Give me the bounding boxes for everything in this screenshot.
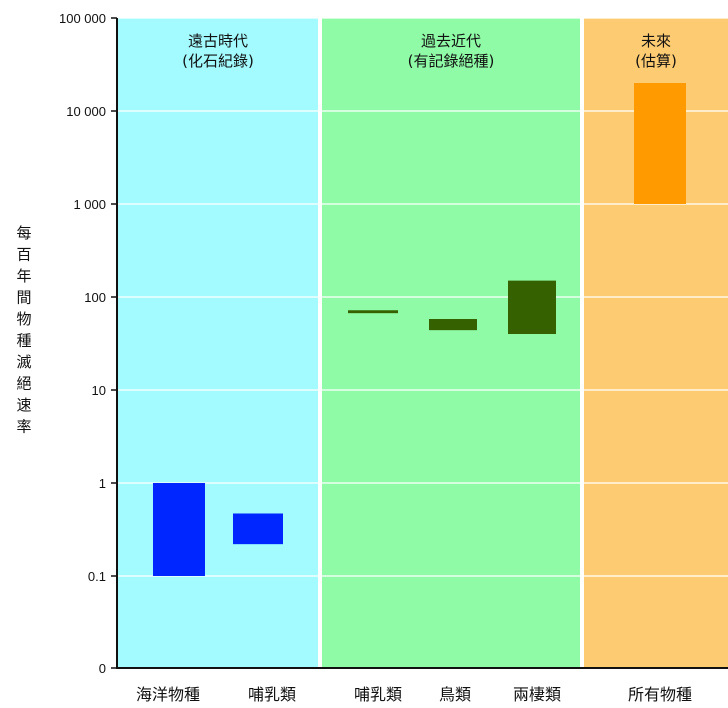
- y-tick-label: 1: [99, 476, 106, 491]
- bar-4: [508, 280, 556, 335]
- era-subtitle: (化石紀錄): [182, 52, 254, 70]
- grid-lines: [117, 17, 728, 577]
- bar-2: [348, 310, 398, 314]
- category-label: 兩棲類: [513, 685, 561, 704]
- labels: 0 0.1 1 10 100 1 000 10 000 100 000 遠古時代 (化石紀錄) 過去…: [16, 11, 692, 704]
- category-label: 哺乳類: [354, 685, 402, 704]
- category-label: 哺乳類: [248, 685, 296, 704]
- category-label: 所有物種: [628, 685, 692, 704]
- era-title: 過去近代: [421, 32, 481, 50]
- bar-0: [153, 483, 205, 576]
- era-subtitle: (估算): [635, 52, 677, 70]
- bar-1: [233, 513, 283, 545]
- y-axis-label: 每百年間物種滅絕速率: [16, 224, 31, 436]
- bar-3: [429, 319, 477, 331]
- y-tick-label: 100: [84, 290, 106, 305]
- y-tick-label: 0: [99, 661, 106, 676]
- y-tick-label: 10 000: [66, 104, 106, 119]
- y-tick-label: 10: [92, 383, 106, 398]
- category-label: 鳥類: [439, 685, 471, 704]
- category-label: 海洋物種: [136, 685, 200, 704]
- era-title: 未來: [641, 32, 671, 50]
- era-subtitle: (有記錄絕種): [408, 52, 495, 70]
- era-background-0: [117, 18, 318, 668]
- y-tick-label: 100 000: [59, 11, 106, 26]
- y-tick-label: 0.1: [88, 569, 106, 584]
- bar-5: [634, 83, 686, 204]
- era-backgrounds: [117, 18, 728, 668]
- y-tick-label: 1 000: [73, 197, 106, 212]
- bars: [153, 83, 686, 576]
- era-background-1: [322, 18, 580, 668]
- axes: [111, 17, 728, 669]
- era-title: 遠古時代: [188, 32, 248, 50]
